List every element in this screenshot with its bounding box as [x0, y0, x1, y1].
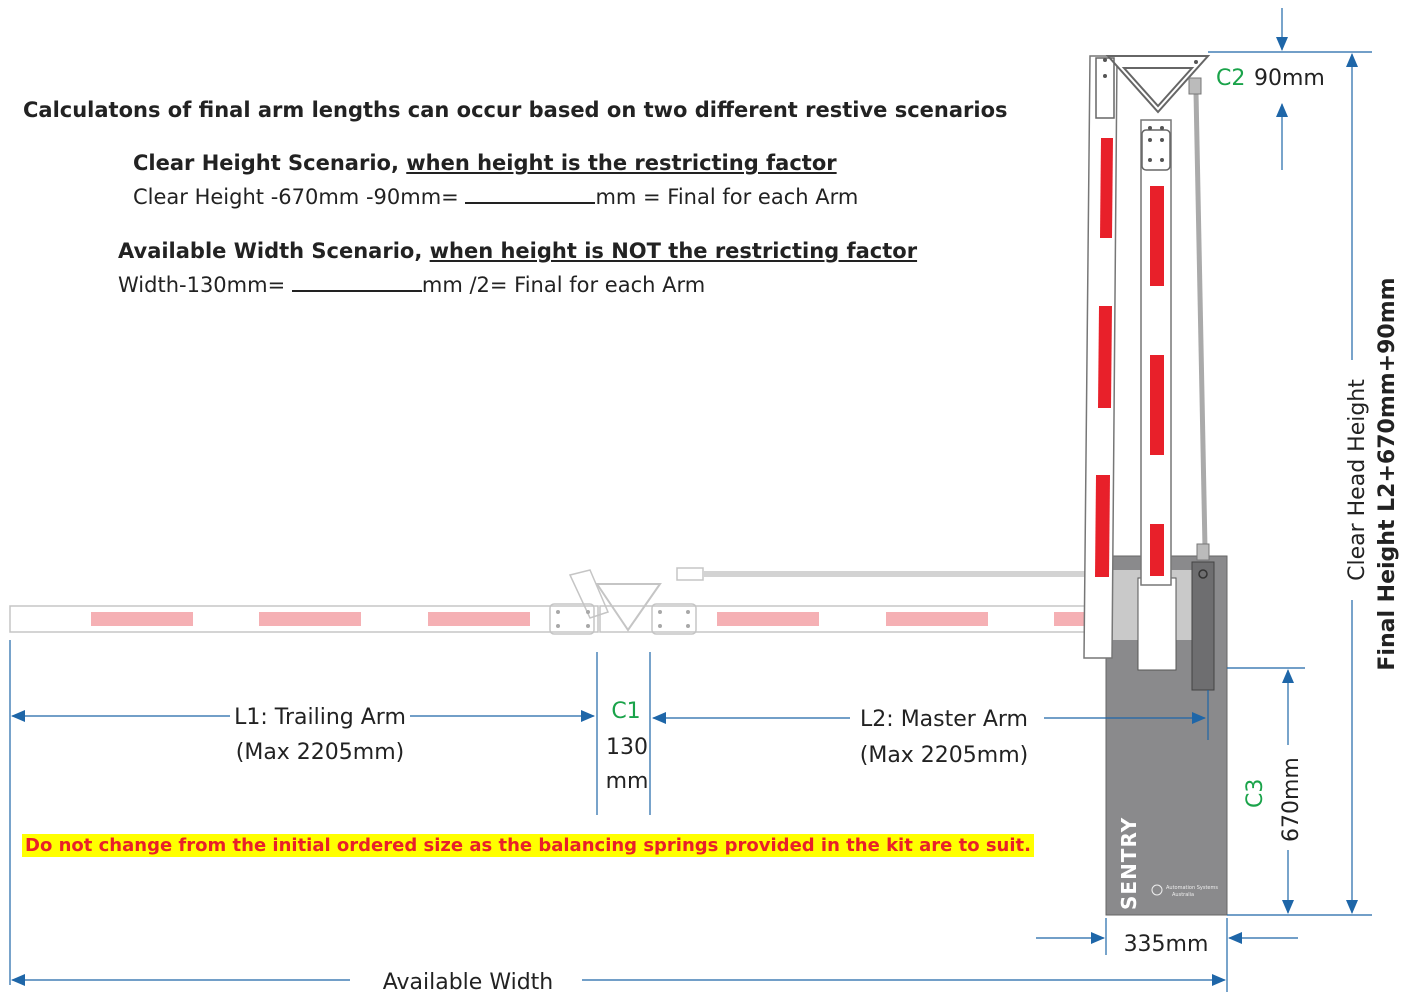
c1-val1: 130	[606, 735, 648, 760]
stripe	[259, 612, 361, 626]
clear-head-height: Clear Head Height	[1345, 379, 1370, 581]
clear-height-title-prefix: Clear Height Scenario,	[133, 151, 407, 175]
stripe	[1095, 475, 1110, 577]
vertical-arms	[1083, 55, 1211, 659]
stripe	[1100, 138, 1113, 238]
hinge-plate-left	[549, 603, 595, 635]
available-width-formula: Width-130mm= mm /2= Final for each Arm	[118, 272, 705, 297]
l2-max: (Max 2205mm)	[860, 743, 1029, 768]
rod-housing	[1191, 561, 1215, 691]
stripe	[91, 612, 193, 626]
stripe	[1098, 306, 1112, 408]
clear-height-formula: Clear Height -670mm -90mm= mm = Final fo…	[133, 184, 858, 209]
cabinet-brand: SENTRY	[1117, 817, 1141, 910]
clear-height-formula-left: Clear Height -670mm -90mm=	[133, 185, 459, 209]
rod-end	[676, 567, 704, 581]
available-width-title-prefix: Available Width Scenario,	[118, 239, 430, 263]
available-width-formula-right: mm /2= Final for each Arm	[421, 273, 706, 297]
dimension-lines	[9, 8, 1372, 992]
available-width-formula-left: Width-130mm=	[118, 273, 286, 297]
c2-val: 90mm	[1254, 66, 1325, 91]
c1-val2: mm	[606, 769, 649, 794]
stripe	[886, 612, 988, 626]
c2-label: C2	[1216, 66, 1245, 91]
available-width-title-underlined: when height is NOT the restricting facto…	[429, 239, 918, 263]
clear-height-blank	[465, 184, 596, 204]
hinge-plate	[651, 603, 697, 635]
stripe	[1150, 355, 1164, 455]
top-hinge	[1105, 55, 1211, 114]
horizontal-arm	[9, 567, 1121, 635]
cabinet-sub2: Australia	[1172, 892, 1194, 898]
final-height: Final Height L2+670mm+90mm	[1375, 277, 1400, 670]
c1-label: C1	[611, 699, 640, 724]
cabinet-logo-icon	[1151, 884, 1163, 896]
l1-max: (Max 2205mm)	[236, 740, 405, 765]
width-335: 335mm	[1124, 932, 1209, 957]
available-width-title: Available Width Scenario, when height is…	[118, 239, 917, 263]
master-arm-horizontal	[599, 605, 1121, 633]
cabinet-sub1: Automation Systems	[1166, 885, 1218, 891]
available-width-blank	[291, 272, 422, 292]
rod-vertical	[1193, 91, 1208, 549]
available-width-label: Available Width	[383, 970, 554, 993]
stripe	[428, 612, 530, 626]
c3-val: 670mm	[1279, 757, 1304, 842]
hinge-plate-vertical	[1141, 129, 1171, 171]
clear-height-title-underlined: when height is the restricting factor	[406, 151, 837, 175]
stripe	[1150, 186, 1164, 286]
heading: Calculatons of final arm lengths can occ…	[23, 98, 1008, 122]
stripe	[717, 612, 819, 626]
l1-title: L1: Trailing Arm	[234, 705, 406, 730]
stripe	[1150, 524, 1164, 576]
clear-height-formula-right: mm = Final for each Arm	[595, 185, 859, 209]
arm-slot	[1137, 577, 1177, 671]
l2-title: L2: Master Arm	[860, 707, 1028, 732]
clear-height-title: Clear Height Scenario, when height is th…	[133, 151, 837, 175]
dimension-labels: L1: Trailing Arm (Max 2205mm) C1 130 mm …	[234, 66, 1400, 993]
barrier-cabinet: SENTRY Automation Systems Australia	[1105, 555, 1228, 916]
c3-label: C3	[1243, 779, 1268, 808]
warning-banner: Do not change from the initial ordered s…	[22, 834, 1034, 857]
hinge-triangle	[595, 583, 662, 632]
